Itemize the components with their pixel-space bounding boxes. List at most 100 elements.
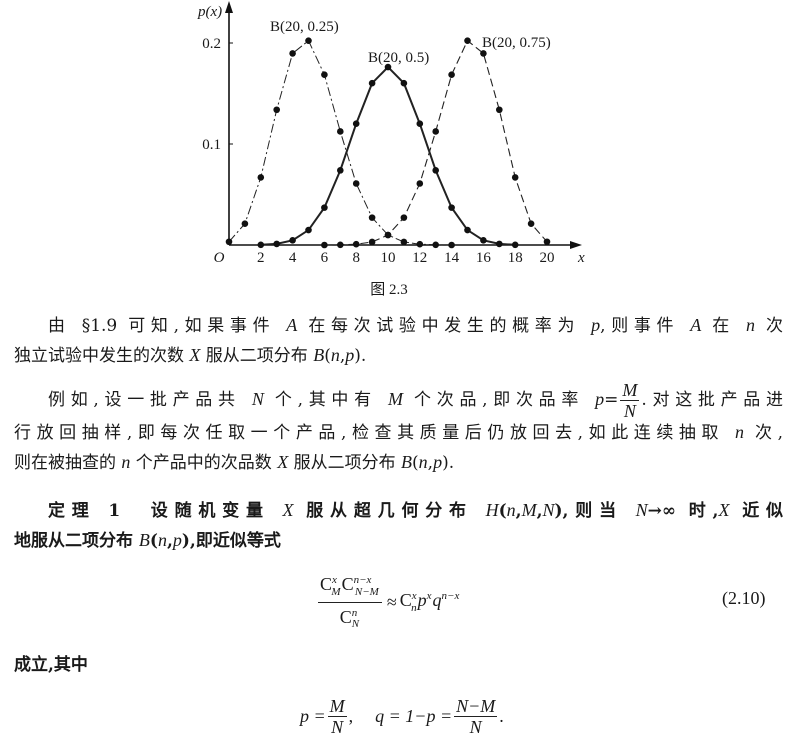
text-run: ( xyxy=(498,501,507,521)
x-tick-label: 20 xyxy=(540,250,555,266)
term-sup: x xyxy=(426,590,432,603)
term-base: C xyxy=(399,590,412,611)
formula-term: px xyxy=(418,590,432,611)
term-sub: n xyxy=(411,601,417,614)
data-point xyxy=(432,167,440,174)
text-run: ( xyxy=(149,531,158,551)
data-point xyxy=(337,167,344,174)
x-tick-label: 14 xyxy=(444,250,460,266)
data-point xyxy=(305,226,312,234)
q-numerator: N−M xyxy=(454,696,498,717)
text-run: 地服从二项分布 xyxy=(14,531,139,551)
text-run: 服从二项分布 xyxy=(200,346,314,366)
math-symbol: B xyxy=(313,345,325,365)
fraction-numerator: M xyxy=(620,380,640,401)
equation-number: (2.10) xyxy=(722,588,766,608)
text-line: 则在被抽查的 n 个产品中的次品数 X 服从二项分布 B(n,p). xyxy=(14,450,783,475)
text-run: 由 §1.9 可知,如果事件 xyxy=(48,316,287,336)
math-symbol: B xyxy=(401,452,413,472)
q-denominator: N xyxy=(469,717,482,737)
figure-caption: 图 2.3 xyxy=(370,281,408,298)
data-point xyxy=(273,106,281,114)
data-point xyxy=(225,238,233,246)
p-lhs: p = xyxy=(300,706,326,726)
data-point xyxy=(400,79,408,87)
data-point xyxy=(448,71,455,79)
period: . xyxy=(499,706,504,726)
series-line xyxy=(260,65,516,246)
x-tick-label: 18 xyxy=(508,250,523,266)
series-group xyxy=(225,37,551,249)
math-symbol: X xyxy=(718,500,730,520)
fraction-denominator: N xyxy=(623,401,636,421)
text-run: , xyxy=(536,501,543,521)
math-symbol: X xyxy=(277,452,289,472)
data-point xyxy=(432,241,440,249)
x-tick-label: 12 xyxy=(412,250,427,266)
term-base: C xyxy=(341,574,354,594)
text-run: = xyxy=(604,390,619,410)
x-tick-label: 16 xyxy=(476,250,492,266)
formula-term: Cxn xyxy=(400,590,417,614)
text-run: 服从超几何分布 xyxy=(293,501,486,521)
text-run: 个,其中有 xyxy=(263,390,388,410)
series-1 xyxy=(257,63,519,249)
series-line xyxy=(324,39,548,246)
math-symbol: N xyxy=(251,389,264,409)
origin-label: O xyxy=(214,250,225,266)
text-run: , xyxy=(515,501,522,521)
data-point xyxy=(384,231,392,239)
formula-term: qn−x xyxy=(433,590,460,611)
formula-2-10: CxMCn−xN−M CnN ≈ Cxnpxqn−x xyxy=(316,570,460,634)
text-run: ( xyxy=(412,453,419,473)
x-tick-label: 2 xyxy=(257,250,265,266)
formula-term: CnN xyxy=(340,603,359,635)
data-point xyxy=(257,174,265,181)
formula-p-q: p = M N , q = 1−p = N−M N . xyxy=(300,696,504,737)
data-point xyxy=(352,120,360,127)
fraction-denominator: CnN xyxy=(340,603,360,635)
approx-sign: ≈ xyxy=(386,591,397,612)
y-axis-label: p(x) xyxy=(197,4,222,20)
math-symbol: M xyxy=(521,500,537,520)
data-point xyxy=(241,220,249,227)
text-run: 服从二项分布 xyxy=(288,453,402,473)
series-label-0: B(20, 0.25) xyxy=(270,19,339,35)
data-point xyxy=(337,241,344,249)
text-line: 由 §1.9 可知,如果事件 A 在每次试验中发生的概率为 p,则事件 A 在 … xyxy=(48,313,783,338)
text-line: 地服从二项分布 B(n,p),即近似等式 xyxy=(14,528,783,553)
text-line: 成立,其中 xyxy=(14,653,783,677)
data-point xyxy=(400,214,408,221)
math-symbol: p xyxy=(595,389,605,409)
binomial-chart: 2 4 6 8 10 12 14 16 18 20 0.1 0.2 O x p(x) B(20, 0.25)… xyxy=(197,1,585,298)
data-point xyxy=(305,37,312,44)
data-point xyxy=(321,204,328,211)
series-0 xyxy=(225,37,455,249)
y-tick-label: 0.1 xyxy=(202,137,221,153)
math-symbol: A xyxy=(690,315,702,335)
series-2 xyxy=(321,37,551,249)
term-sup: n xyxy=(351,606,358,619)
term-sub: M xyxy=(331,585,341,598)
series-label-2: B(20, 0.75) xyxy=(482,35,551,51)
data-point xyxy=(416,120,424,127)
text-run: ),则当 xyxy=(554,501,636,521)
text-run: 例如,设一批产品共 xyxy=(48,390,252,410)
p-denominator: N xyxy=(331,717,344,737)
text-run: →∞ 时, xyxy=(647,501,719,521)
data-point xyxy=(321,241,328,249)
math-symbol: X xyxy=(189,345,201,365)
term-base: p xyxy=(417,590,427,611)
math-symbol: n xyxy=(418,452,428,472)
text-run: 个次品,即次品率 xyxy=(402,390,596,410)
text-run: ( xyxy=(324,346,331,366)
text-line: 独立试验中发生的次数 X 服从二项分布 B(n,p). xyxy=(14,343,783,368)
data-point xyxy=(273,240,281,248)
math-symbol: p xyxy=(591,315,601,335)
data-point xyxy=(352,240,360,248)
data-point xyxy=(368,238,376,246)
x-tick-label: 8 xyxy=(352,250,360,266)
math-symbol: n xyxy=(506,500,516,520)
text-run: 成立,其中 xyxy=(14,655,88,675)
